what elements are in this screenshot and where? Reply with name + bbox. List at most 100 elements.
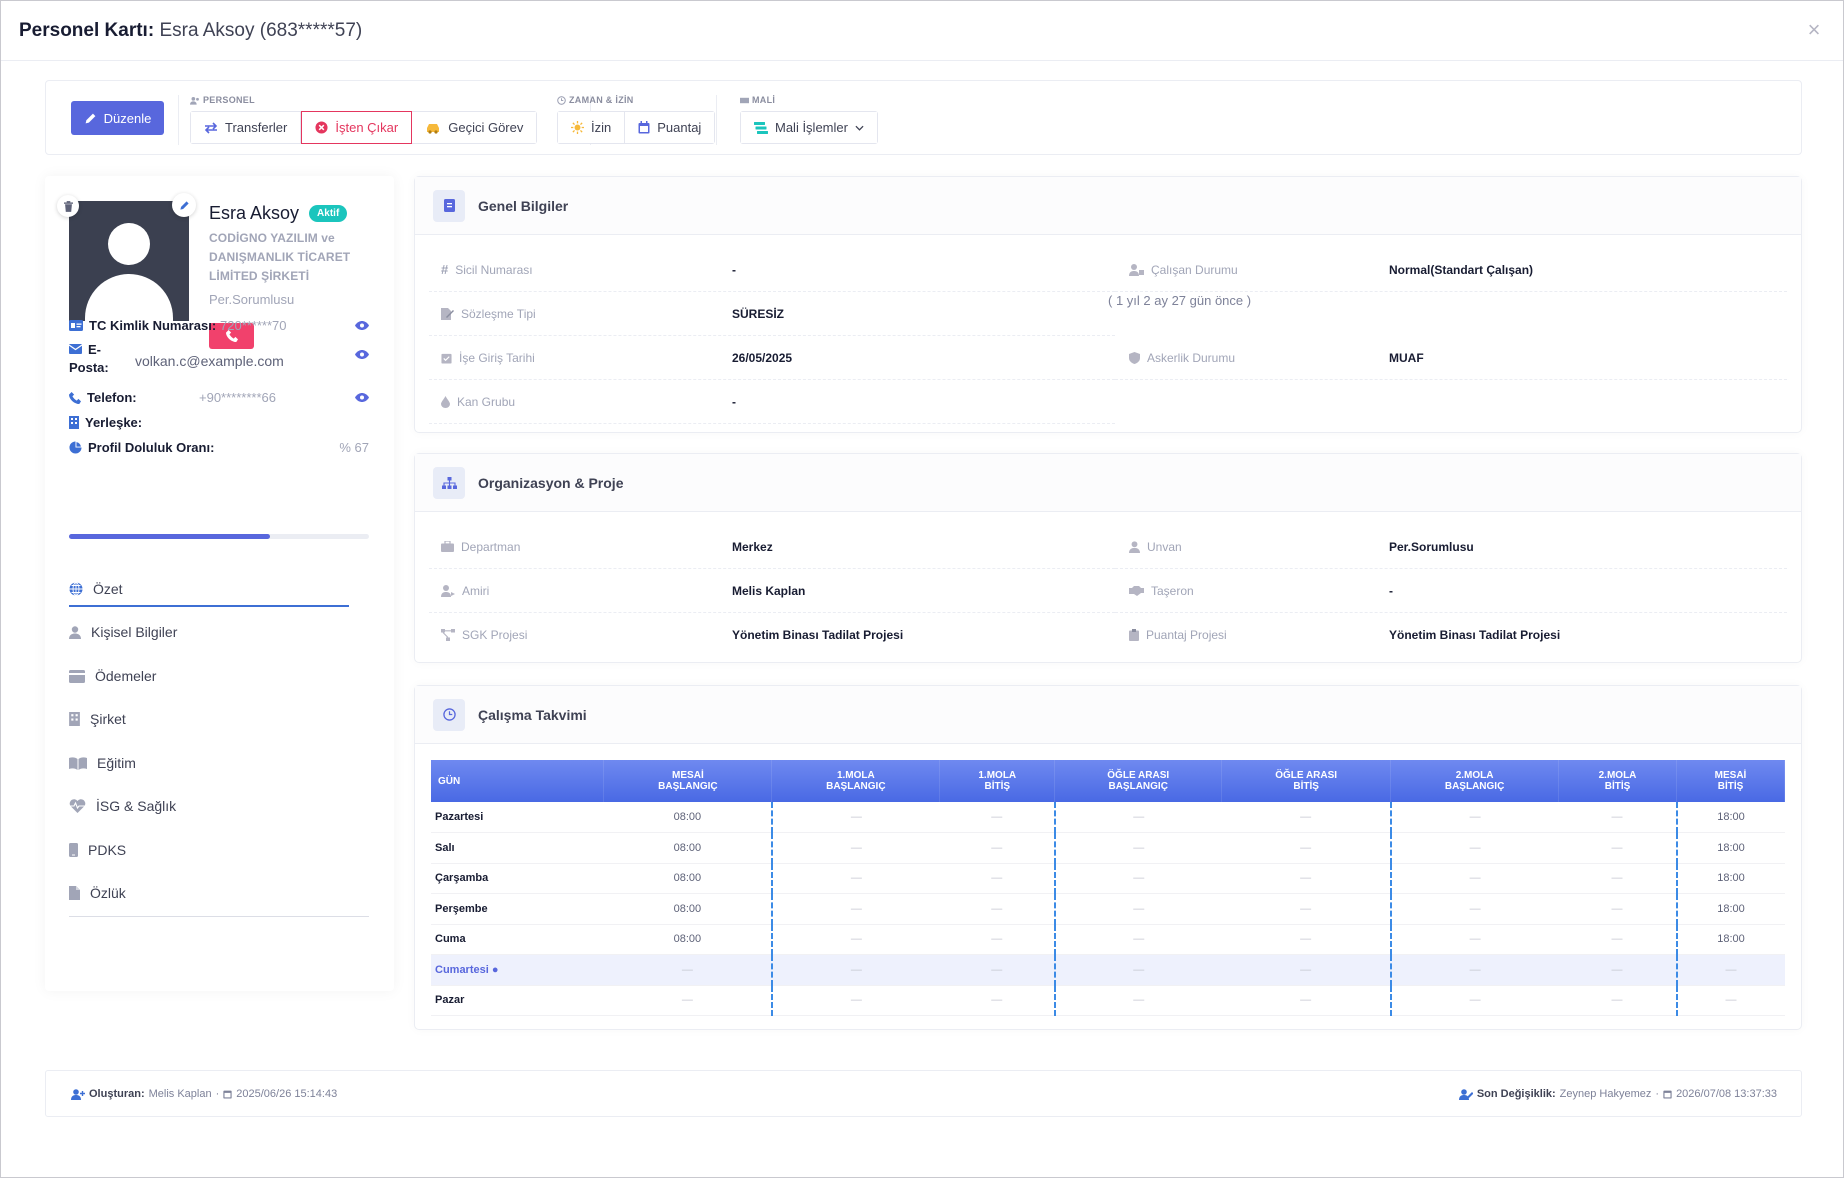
job-title-label-text: Unvan	[1147, 539, 1182, 554]
modified-info: Son Değişiklik: Zeynep Hakyemez · 2026/0…	[1458, 1088, 1777, 1100]
globe-icon	[69, 582, 83, 596]
sicil-label: # Sicil Numarası	[441, 262, 533, 277]
completion-label: Profil Doluluk Oranı:	[88, 440, 215, 455]
modal-title-name: Esra Aksoy (683*****57)	[159, 19, 363, 41]
nav-pdks[interactable]: PDKS	[69, 833, 349, 867]
toolbar-divider	[178, 95, 179, 145]
completion-progress-fill	[69, 534, 270, 539]
email-label-line-1: E-	[88, 342, 101, 357]
modal-title: Personel Kartı: Esra Aksoy (683*****57)	[19, 20, 362, 42]
eye-icon[interactable]	[355, 393, 369, 402]
job-title-label: Unvan	[1129, 540, 1182, 554]
finance-dropdown-button[interactable]: Mali İşlemler	[741, 112, 877, 143]
schedule-time-cell: 08:00	[603, 832, 772, 864]
id-badge-icon	[433, 189, 465, 222]
project-diagram-icon	[441, 629, 455, 641]
tc-row: TC Kimlik Numarası: 720******70	[69, 318, 369, 333]
work-schedule-table: GÜN MESAİ BAŞLANGIÇ 1.MOLA BAŞLANGIÇ 1.MOLA Bİ…	[431, 760, 1785, 1016]
calendar-icon	[223, 1090, 232, 1099]
schedule-row: Perşembe 08:00— — — — — —18:00	[431, 893, 1785, 925]
group-label-personel: PERSONEL	[190, 95, 255, 105]
clipboard-icon	[1129, 629, 1139, 641]
department-value: Merkez	[732, 539, 773, 554]
nav-health-safety[interactable]: İSG & Sağlık	[69, 789, 349, 823]
schedule-time-cell: —	[1558, 863, 1677, 894]
schedule-row: Salı 08:00— — — — — —18:00	[431, 832, 1785, 864]
schedule-time-cell: —	[939, 954, 1055, 986]
blood-row: Kan Grubu -	[429, 380, 1115, 424]
nav-personal-info[interactable]: Kişisel Bilgiler	[69, 615, 349, 649]
schedule-column-header: ÖĞLE ARASI BAŞLANGIÇ	[1054, 760, 1223, 802]
schedule-row: Pazar — — — — — — — —	[431, 985, 1785, 1016]
schedule-time-cell: —	[770, 985, 940, 1016]
user-tie-icon	[441, 584, 455, 597]
money-icon	[740, 97, 749, 103]
pie-chart-icon	[69, 441, 82, 454]
schedule-time-cell: —	[1053, 863, 1222, 894]
created-info: Oluşturan: Melis Kaplan · 2025/06/26 15:…	[71, 1088, 337, 1100]
schedule-time-cell: —	[1221, 924, 1391, 955]
delete-photo-button[interactable]	[57, 195, 79, 217]
nav-summary-label: Özet	[93, 581, 123, 597]
schedule-time-cell: —	[1558, 893, 1677, 925]
schedule-header-text: BAŞLANGIÇ	[658, 781, 718, 792]
phone-row: Telefon: +90********66	[69, 390, 369, 405]
schedule-time-cell: —	[603, 985, 772, 1016]
dismiss-label: İşten Çıkar	[335, 120, 399, 135]
nav-education[interactable]: Eğitim	[69, 746, 349, 780]
action-toolbar: Düzenle PERSONEL Transferler İşten Çıkar…	[45, 80, 1802, 155]
nav-personal-info-label: Kişisel Bilgiler	[91, 624, 178, 640]
car-icon	[427, 123, 440, 134]
schedule-time-cell: —	[1053, 893, 1222, 925]
heartbeat-icon	[69, 799, 86, 813]
clock-icon	[557, 95, 566, 105]
close-icon[interactable]: ×	[1807, 17, 1821, 42]
general-info-card: Genel Bilgiler # Sicil Numarası - Sözleşm…	[414, 176, 1802, 433]
eye-icon[interactable]	[355, 321, 369, 330]
modal-title-prefix: Personel Kartı:	[19, 19, 155, 41]
call-button[interactable]	[209, 323, 254, 349]
organization-title: Organizasyon & Proje	[478, 474, 624, 491]
department-label: Departman	[441, 540, 520, 554]
nav-summary[interactable]: Özet	[69, 573, 349, 607]
schedule-time-cell: —	[939, 802, 1055, 833]
schedule-time-cell: —	[770, 802, 940, 833]
schedule-time-cell: —	[1053, 985, 1222, 1016]
email-value: volkan.c@example.com	[135, 353, 284, 369]
avatar-head-shape	[108, 223, 150, 265]
schedule-header-text: MESAİ	[672, 770, 704, 781]
manager-label-text: Amiri	[462, 583, 490, 598]
transfers-button[interactable]: Transferler	[191, 112, 302, 143]
file-icon	[69, 886, 80, 900]
attendance-button[interactable]: Puantaj	[625, 112, 715, 143]
schedule-day-cell: Pazar	[431, 985, 604, 1016]
leave-button[interactable]: İzin	[558, 112, 626, 143]
finance-button-group: Mali İşlemler	[740, 111, 878, 144]
schedule-time-cell: —	[1558, 985, 1677, 1016]
tc-value: 720******70	[220, 318, 287, 333]
nav-payments[interactable]: Ödemeler	[69, 659, 349, 693]
attendance-project-label: Puantaj Projesi	[1129, 628, 1227, 642]
dismiss-button[interactable]: İşten Çıkar	[301, 111, 413, 144]
employee-status-label-text: Çalışan Durumu	[1151, 262, 1238, 277]
edit-photo-button[interactable]	[172, 193, 196, 217]
profile-card: Esra Aksoy Aktif CODİGNO YAZILIM ve DANI…	[45, 176, 394, 991]
edit-button[interactable]: Düzenle	[71, 101, 164, 135]
temporary-duty-button[interactable]: Geçici Görev	[412, 112, 537, 143]
schedule-header-text: BİTİŞ	[984, 781, 1011, 792]
edit-button-label: Düzenle	[103, 110, 152, 126]
nav-company[interactable]: Şirket	[69, 702, 349, 736]
sgk-project-label: SGK Projesi	[441, 628, 527, 642]
avatar-body-shape	[85, 274, 173, 321]
contract-label-text: Sözleşme Tipi	[461, 306, 536, 321]
eye-icon[interactable]	[355, 350, 369, 359]
sicil-value: -	[732, 262, 736, 277]
employee-status-label: Çalışan Durumu	[1129, 263, 1238, 277]
schedule-time-cell: —	[939, 893, 1055, 925]
book-open-icon	[69, 756, 87, 770]
money-bill-icon	[754, 121, 768, 134]
nav-personnel-file[interactable]: Özlük	[69, 876, 349, 910]
trash-icon	[63, 200, 73, 212]
phone-icon	[69, 391, 81, 404]
